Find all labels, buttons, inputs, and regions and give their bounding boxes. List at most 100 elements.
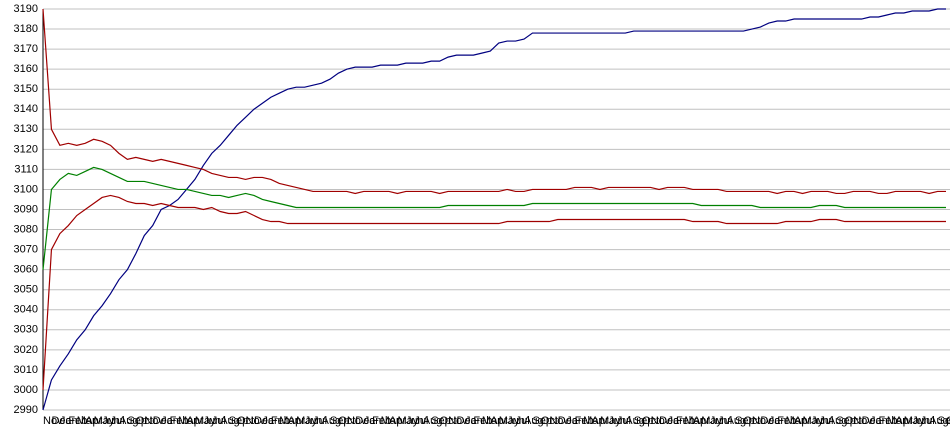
- x-tick-label: Nov: [853, 415, 873, 427]
- series-line: [42, 8, 946, 195]
- x-tick-label: Dec: [659, 415, 679, 427]
- x-tick-label: Jun: [710, 415, 728, 427]
- y-tick-label: 3180: [14, 23, 38, 35]
- x-tick-label: Jun: [305, 415, 323, 427]
- x-tick-label: Jul: [718, 415, 732, 427]
- x-tick-label: Sep: [229, 415, 249, 427]
- x-tick-label: Feb: [271, 415, 290, 427]
- x-tick-label: Feb: [372, 415, 391, 427]
- x-tick-label: May: [499, 415, 520, 427]
- y-tick-label: 3070: [14, 244, 38, 256]
- x-tick-label: Mar: [77, 415, 96, 427]
- x-tick-label: Jan: [161, 415, 179, 427]
- x-tick-label: Dec: [153, 415, 173, 427]
- y-tick-label: 3120: [14, 143, 38, 155]
- x-tick-label: Apr: [895, 415, 912, 427]
- x-tick-label: Feb: [170, 415, 189, 427]
- x-tick-label: Jul: [516, 415, 530, 427]
- x-tick-label: Nov: [246, 415, 266, 427]
- y-tick-label: 3150: [14, 83, 38, 95]
- y-tick-label: 3110: [14, 163, 38, 175]
- x-tick-label: Mar: [381, 415, 400, 427]
- x-tick-label: Dec: [760, 415, 780, 427]
- x-tick-label: Apr: [389, 415, 406, 427]
- x-tick-label: May: [803, 415, 824, 427]
- x-tick-label: Mar: [178, 415, 197, 427]
- y-tick-label: 3060: [14, 264, 38, 276]
- x-tick-label: Oct: [136, 415, 153, 427]
- x-tick-label: Feb: [676, 415, 695, 427]
- y-tick-label: 3080: [14, 223, 38, 235]
- x-tick-label: Jun: [406, 415, 424, 427]
- x-tick-label: Jul: [111, 415, 125, 427]
- x-tick-label: Oct: [541, 415, 558, 427]
- x-tick-label: Oct: [440, 415, 457, 427]
- series-line: [42, 8, 946, 411]
- x-tick-label: Feb: [575, 415, 594, 427]
- x-tick-label: Mar: [482, 415, 501, 427]
- y-tick-label: 3170: [14, 43, 38, 55]
- x-tick-label: Jan: [465, 415, 483, 427]
- x-tick-label: Nov: [448, 415, 468, 427]
- x-tick-label: Sep: [938, 415, 950, 427]
- x-tick-label: Sep: [634, 415, 654, 427]
- x-tick-label: May: [94, 415, 115, 427]
- x-tick-label: Dec: [457, 415, 477, 427]
- x-tick-label: Mar: [583, 415, 602, 427]
- x-tick-label: Aug: [828, 415, 848, 427]
- x-tick-label: Jan: [262, 415, 280, 427]
- x-tick-label: May: [600, 415, 621, 427]
- x-tick-label: Dec: [862, 415, 882, 427]
- x-tick-label: May: [296, 415, 317, 427]
- y-tick-label: 3040: [14, 304, 38, 316]
- y-tick-label: 3050: [14, 284, 38, 296]
- x-tick-label: Dec: [558, 415, 578, 427]
- x-tick-label: Jan: [769, 415, 787, 427]
- x-tick-label: Aug: [119, 415, 139, 427]
- x-tick-label: Jun: [203, 415, 221, 427]
- y-tick-label: 2990: [14, 404, 38, 416]
- x-tick-label: Jun: [912, 415, 930, 427]
- x-tick-label: May: [701, 415, 722, 427]
- x-tick-label: Aug: [423, 415, 443, 427]
- x-tick-label: Jan: [566, 415, 584, 427]
- x-tick-label: Jan: [60, 415, 78, 427]
- x-tick-label: Aug: [524, 415, 544, 427]
- x-tick-label: Mar: [887, 415, 906, 427]
- x-tick-label: Nov: [752, 415, 772, 427]
- x-tick-label: May: [195, 415, 216, 427]
- x-tick-label: Dec: [51, 415, 71, 427]
- x-tick-label: May: [904, 415, 925, 427]
- y-tick-label: 3020: [14, 344, 38, 356]
- x-tick-label: Oct: [743, 415, 760, 427]
- x-tick-label: Sep: [330, 415, 350, 427]
- x-tick-label: Feb: [473, 415, 492, 427]
- x-tick-label: Mar: [786, 415, 805, 427]
- x-tick-label: Jul: [819, 415, 833, 427]
- x-tick-label: Nov: [651, 415, 671, 427]
- x-tick-label: Sep: [431, 415, 451, 427]
- x-tick-label: Aug: [727, 415, 747, 427]
- series-line: [42, 194, 946, 390]
- x-tick-label: Jan: [870, 415, 888, 427]
- x-tick-label: Mar: [684, 415, 703, 427]
- y-tick-label: 3000: [14, 384, 38, 396]
- x-tick-label: Jul: [212, 415, 226, 427]
- x-tick-label: Sep: [836, 415, 856, 427]
- x-tick-label: Sep: [532, 415, 552, 427]
- x-tick-label: Dec: [355, 415, 375, 427]
- y-tick-label: 3010: [14, 364, 38, 376]
- y-tick-label: 3030: [14, 324, 38, 336]
- y-tick-label: 3090: [14, 203, 38, 215]
- x-tick-label: Mar: [279, 415, 298, 427]
- y-tick-label: 3160: [14, 63, 38, 75]
- x-tick-label: Apr: [693, 415, 710, 427]
- series-line: [42, 166, 946, 270]
- x-tick-label: Aug: [625, 415, 645, 427]
- x-tick-label: Apr: [85, 415, 102, 427]
- x-tick-label: Jan: [364, 415, 382, 427]
- x-tick-label: Jul: [921, 415, 935, 427]
- x-tick-label: Aug: [321, 415, 341, 427]
- x-tick-label: Apr: [186, 415, 203, 427]
